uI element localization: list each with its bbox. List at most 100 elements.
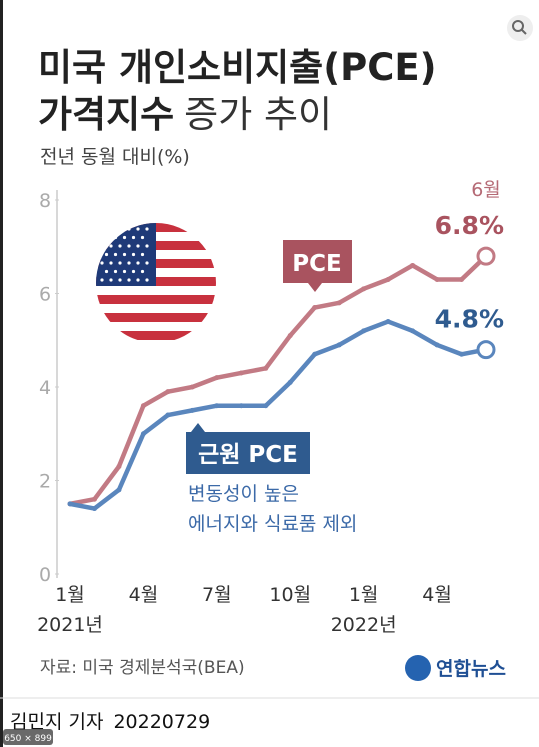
core-label-box <box>186 423 310 474</box>
data-point <box>385 276 391 282</box>
x-tick-label: 1월 <box>349 584 379 606</box>
flag-star <box>100 244 104 248</box>
flag-star <box>118 278 122 282</box>
byline-date: 20220729 <box>113 711 210 733</box>
data-point <box>189 407 195 413</box>
flag-star <box>109 261 113 265</box>
data-point <box>91 506 97 512</box>
flag-star <box>122 252 127 257</box>
subtitle: 전년 동월 대비(%) <box>40 146 190 168</box>
data-point <box>214 403 220 409</box>
flag-star <box>131 252 136 257</box>
data-point <box>410 328 416 334</box>
flag-star <box>127 227 131 231</box>
data-point <box>459 276 465 282</box>
byline-name: 김민지 기자 <box>10 711 103 733</box>
data-point <box>385 319 391 325</box>
flag-star <box>118 244 122 248</box>
data-point <box>476 340 496 360</box>
data-point <box>336 342 342 348</box>
series-line <box>69 254 488 507</box>
size-badge <box>3 729 53 745</box>
title-line2: 가격지수 증가 추이 <box>38 93 332 136</box>
flag-star <box>104 235 109 240</box>
x-tick-label: 1월 <box>55 584 85 606</box>
data-point <box>214 375 220 381</box>
x-year-label: 2022년 <box>331 614 397 636</box>
title: 미국 개인소비지출(PCE) <box>38 46 437 89</box>
flag-star <box>145 261 149 265</box>
flag-star <box>145 278 149 282</box>
series-line <box>69 319 487 511</box>
data-point <box>312 351 318 357</box>
x-tick-label: 4월 <box>129 584 159 606</box>
data-point <box>238 403 244 409</box>
y-tick-label: 4 <box>39 377 51 399</box>
pce-label-box <box>283 240 352 292</box>
y-tick-label: 6 <box>39 284 51 306</box>
flag-star <box>140 269 145 274</box>
last-month: 6월 <box>471 179 501 201</box>
data-point <box>361 328 367 334</box>
value-label: 4.8% <box>435 305 504 334</box>
core-note: 변동성이 높은 <box>188 483 299 505</box>
y-tick-label: 0 <box>39 564 51 586</box>
flag-star <box>104 269 109 274</box>
data-point <box>116 463 122 469</box>
data-point <box>116 487 122 493</box>
data-point <box>434 276 440 282</box>
flag-star <box>104 252 109 257</box>
search-icon-handle <box>521 29 527 35</box>
flag-star <box>145 244 149 248</box>
data-point <box>410 262 416 268</box>
data-point <box>361 286 367 292</box>
flag-star <box>122 269 127 274</box>
flag-star <box>122 235 127 240</box>
flag-star <box>127 261 131 265</box>
data-point <box>140 403 146 409</box>
flag-star <box>113 269 118 274</box>
data-point <box>263 365 269 371</box>
flag-star <box>136 278 140 282</box>
frame-left <box>0 0 3 747</box>
flag-star <box>136 244 140 248</box>
data-point <box>434 342 440 348</box>
byline: 김민지 기자 20220729 <box>10 711 210 733</box>
x-tick-label: 7월 <box>202 584 232 606</box>
flag-star <box>131 235 136 240</box>
data-point <box>312 305 318 311</box>
data-point <box>189 384 195 390</box>
pce-label: PCE <box>292 251 341 277</box>
data-point <box>336 300 342 306</box>
data-point <box>263 403 269 409</box>
search-button[interactable] <box>507 15 533 41</box>
flag <box>96 223 216 343</box>
y-tick-label: 2 <box>39 471 51 493</box>
flag-star <box>113 252 118 257</box>
flag-star <box>113 235 118 240</box>
core-label: 근원 PCE <box>198 442 298 468</box>
flag-star <box>109 244 113 248</box>
title-light: 증가 추이 <box>184 93 332 136</box>
core-note: 에너지와 식료품 제외 <box>188 513 357 535</box>
flag-star <box>127 278 131 282</box>
title-bold: 가격지수 <box>38 93 174 136</box>
data-point <box>476 246 496 266</box>
data-point <box>140 431 146 437</box>
size-badge-text: 650 × 899 <box>4 734 52 744</box>
data-point <box>287 379 293 385</box>
flag-star <box>136 227 140 231</box>
x-tick-label: 4월 <box>422 584 452 606</box>
flag-star <box>145 227 149 231</box>
flag-star <box>100 278 104 282</box>
logo: 연합뉴스 <box>436 658 506 680</box>
flag-star <box>100 261 104 265</box>
data-point <box>238 370 244 376</box>
value-label: 6.8% <box>435 211 504 240</box>
flag-star <box>140 235 145 240</box>
flag-star <box>140 252 145 257</box>
search-icon <box>512 20 524 32</box>
data-point <box>459 351 465 357</box>
